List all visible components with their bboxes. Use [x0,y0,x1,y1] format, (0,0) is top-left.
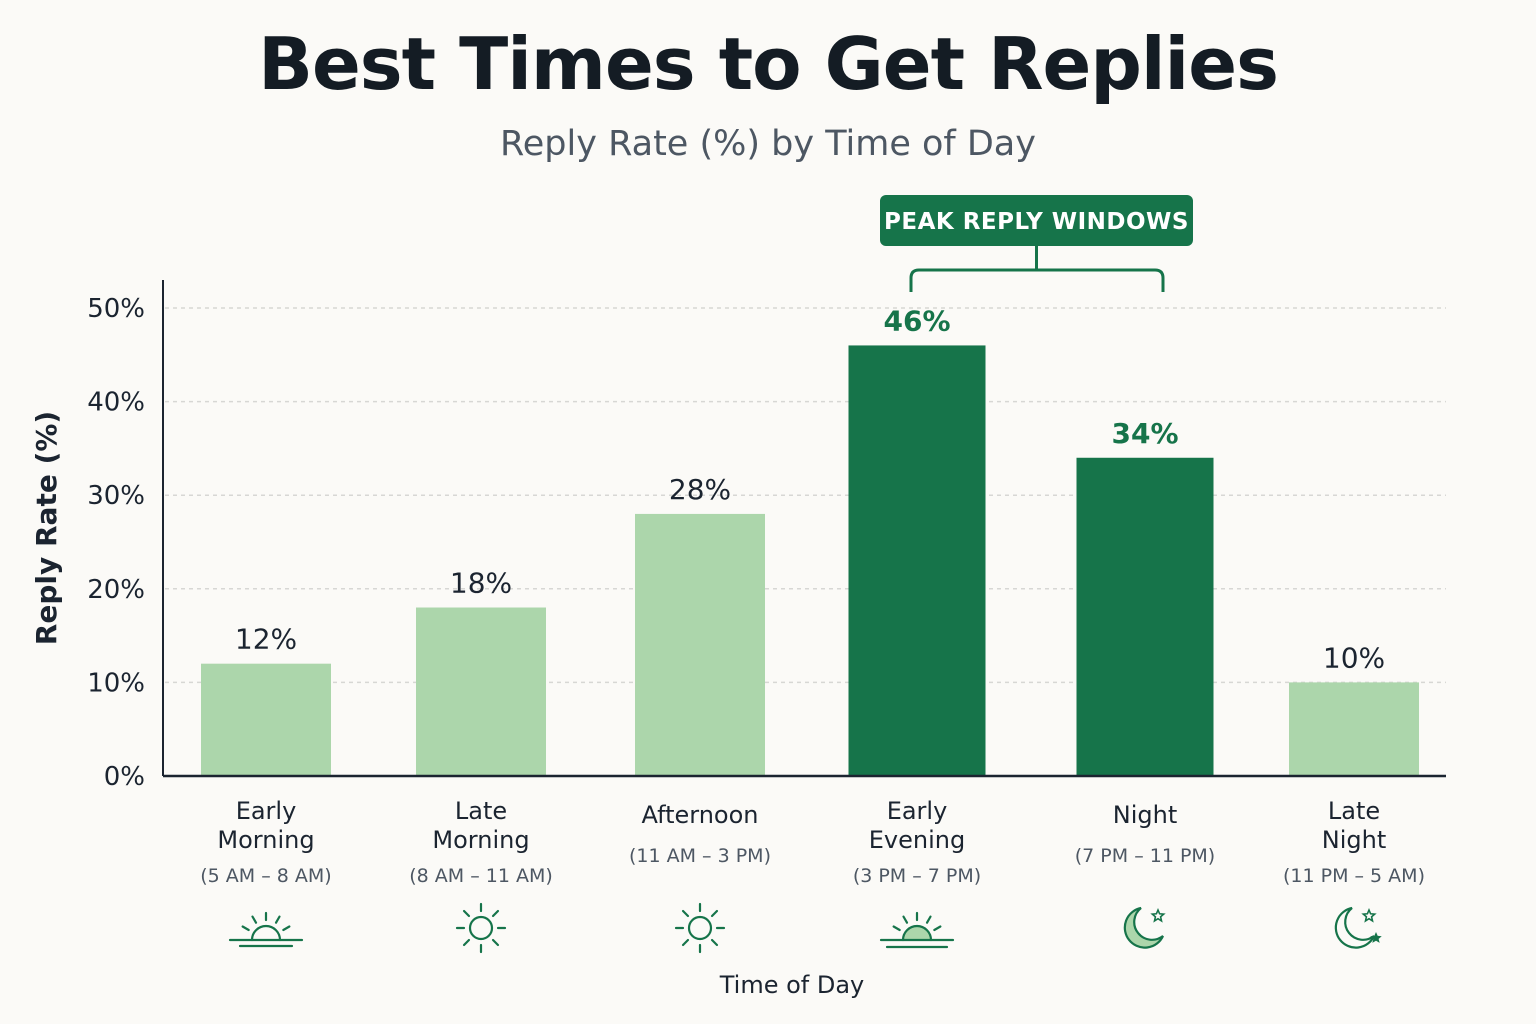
category-label: Afternoon [642,801,759,829]
peak-annotation: PEAK REPLY WINDOWS [880,195,1193,292]
bar-value-label: 46% [883,304,950,337]
bar-value-label: 28% [669,473,731,506]
bar [848,345,986,776]
category-time-range: (5 AM – 8 AM) [200,865,331,887]
sunset-icon [879,911,955,949]
category-label: Evening [869,826,965,854]
value-labels: 12% 18% 28% 46% 34% 10% [235,304,1385,674]
category-label: Night [1113,801,1177,829]
y-axis-ticks: 0% 10% 20% 30% 40% 50% [87,294,145,792]
y-tick-label: 30% [87,481,145,511]
bar [1076,457,1214,776]
y-tick-label: 0% [104,762,145,792]
moon-stars-icon [1334,906,1382,949]
bar-value-label: 34% [1111,417,1178,450]
category-label: Early [236,797,297,825]
chart-subtitle: Reply Rate (%) by Time of Day [500,124,1036,164]
peak-badge [880,195,1193,246]
category-label: Late [1328,797,1380,825]
bar [635,513,765,776]
bar [416,607,546,776]
category-time-range: (8 AM – 11 AM) [409,865,553,887]
peak-bracket [909,246,1165,292]
category-time-range: (7 PM – 11 PM) [1075,845,1215,867]
y-tick-label: 40% [87,388,145,418]
bar-value-label: 10% [1323,641,1385,674]
sun-icon [455,902,507,954]
category-label: Morning [217,826,314,854]
sun-icon [674,902,726,954]
category-label: Early [887,797,948,825]
y-tick-label: 10% [87,668,145,698]
category-label: Late [455,797,507,825]
sunrise-icon [228,911,304,948]
gridlines [165,307,1446,684]
category-label: Night [1322,826,1386,854]
time-icons [228,902,1382,954]
bar [1289,682,1419,776]
y-axis-title: Reply Rate (%) [30,411,63,645]
category-label: Morning [432,826,529,854]
bars [201,345,1419,776]
category-time-range: (11 PM – 5 AM) [1283,865,1425,887]
peak-badge-label: PEAK REPLY WINDOWS [884,209,1189,235]
moon-star-icon [1123,906,1166,949]
y-tick-label: 20% [87,575,145,605]
bar-value-label: 12% [235,623,297,656]
bar-value-label: 18% [450,567,512,600]
chart-title: Best Times to Get Replies [258,22,1279,106]
y-tick-label: 50% [87,294,145,324]
x-axis-title: Time of Day [719,971,865,999]
bar [201,663,331,776]
category-time-range: (11 AM – 3 PM) [629,845,771,867]
category-time-range: (3 PM – 7 PM) [853,865,981,887]
